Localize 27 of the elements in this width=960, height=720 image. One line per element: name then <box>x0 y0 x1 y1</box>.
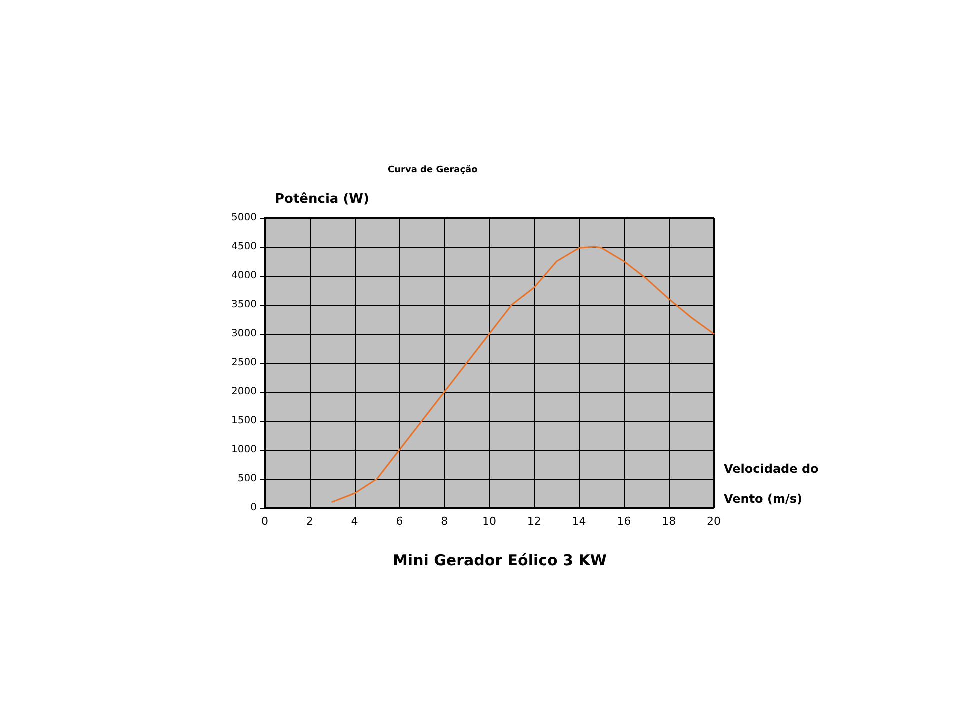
chart-title: Curva de Geração <box>388 166 478 176</box>
line-series <box>332 246 715 503</box>
y-tick-label: 3500 <box>232 300 257 310</box>
y-tick-label: 4500 <box>232 242 257 252</box>
y-tick-label: 2500 <box>232 358 257 368</box>
x-tick-label: 10 <box>482 515 496 528</box>
x-tick-label: 14 <box>572 515 586 528</box>
x-tick-label: 20 <box>707 515 721 528</box>
x-tick-label: 18 <box>662 515 676 528</box>
y-tick-label: 1500 <box>232 416 257 426</box>
x-tick-label: 0 <box>262 515 268 528</box>
x-tick-label: 16 <box>617 515 632 528</box>
text: Mini Gerador Eólico 3 KW <box>393 552 608 570</box>
text: Velocidade do Vento (m/s) <box>724 462 819 506</box>
y-tick-label: 1000 <box>232 444 257 456</box>
x-tick-label: 2 <box>306 515 314 528</box>
x-tick-label: 6 <box>396 515 404 528</box>
y-tick-label: 0 <box>250 502 257 514</box>
y-tick-label: 500 <box>238 474 257 484</box>
y-tick-label: 5000 <box>232 212 257 224</box>
y-tick-label: 2000 <box>232 386 257 398</box>
x-tick-label: 12 <box>527 515 542 528</box>
y-axis-title: Potência (W) <box>275 192 370 207</box>
x-tick-label: 4 <box>351 515 358 528</box>
x-tick-label: 8 <box>441 515 448 528</box>
y-tick-label: 3000 <box>232 328 257 340</box>
y-tick-label: 4000 <box>232 270 257 282</box>
